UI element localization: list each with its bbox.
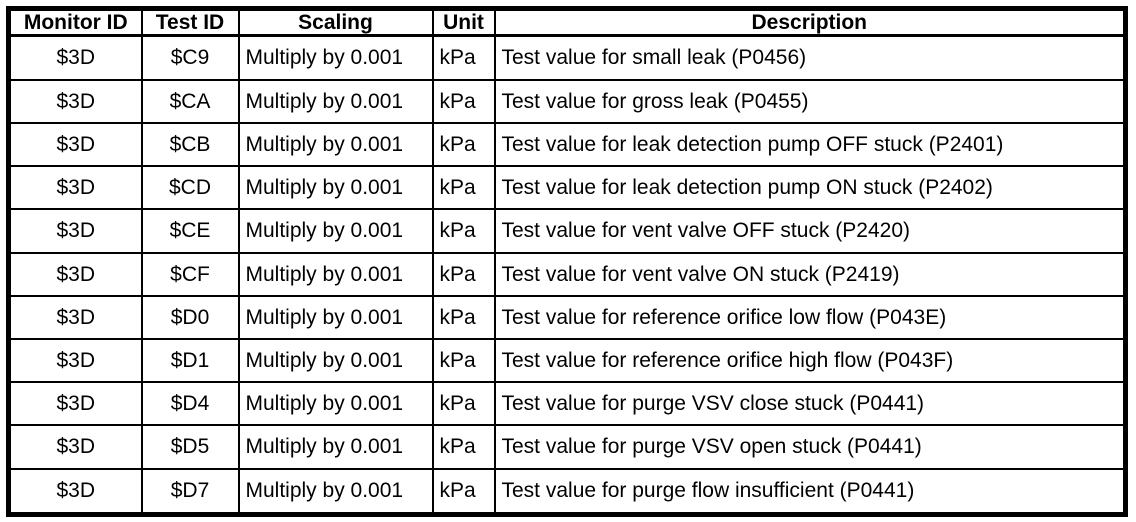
table-body: $3D $C9 Multiply by 0.001 kPa Test value for… — [7, 34, 1127, 516]
cell-scaling: Multiply by 0.001 — [237, 381, 434, 427]
cell-unit: kPa — [431, 121, 496, 168]
cell-unit: kPa — [431, 337, 496, 384]
cell-description: Test value for vent valve ON stuck (P241… — [493, 251, 1127, 297]
cell-unit: kPa — [431, 251, 496, 297]
cell-test-id: $D4 — [140, 381, 240, 427]
cell-unit: kPa — [431, 78, 496, 124]
cell-monitor-id: $3D — [7, 381, 143, 427]
cell-description: Test value for reference orifice low flo… — [493, 294, 1127, 340]
cell-scaling: Multiply by 0.001 — [237, 34, 434, 81]
cell-description: Test value for vent valve OFF stuck (P24… — [493, 208, 1127, 254]
cell-monitor-id: $3D — [7, 294, 143, 340]
cell-scaling: Multiply by 0.001 — [237, 78, 434, 124]
table-row: $3D $D0 Multiply by 0.001 kPa Test value for… — [7, 294, 1127, 340]
cell-scaling: Multiply by 0.001 — [237, 251, 434, 297]
cell-description: Test value for purge VSV close stuck (P0… — [493, 381, 1127, 427]
cell-scaling: Multiply by 0.001 — [237, 337, 434, 384]
table-row: $3D $CD Multiply by 0.001 kPa Test value for… — [7, 165, 1127, 211]
cell-unit: kPa — [431, 208, 496, 254]
monitor-test-id-scaling-table: Monitor ID Test ID Scaling Unit Description … — [6, 6, 1128, 517]
cell-monitor-id: $3D — [7, 251, 143, 297]
cell-test-id: $CB — [140, 121, 240, 168]
cell-unit: kPa — [431, 467, 496, 516]
table-row: $3D $D1 Multiply by 0.001 kPa Test value for… — [7, 337, 1127, 384]
table-row: $3D $D7 Multiply by 0.001 kPa Test value for… — [7, 467, 1127, 516]
cell-monitor-id: $3D — [7, 424, 143, 470]
cell-description: Test value for purge flow insufficient (… — [493, 467, 1127, 516]
cell-test-id: $D1 — [140, 337, 240, 384]
cell-scaling: Multiply by 0.001 — [237, 121, 434, 168]
cell-scaling: Multiply by 0.001 — [237, 208, 434, 254]
cell-test-id: $CE — [140, 208, 240, 254]
table-row: $3D $CB Multiply by 0.001 kPa Test value for… — [7, 121, 1127, 168]
cell-monitor-id: $3D — [7, 467, 143, 516]
cell-unit: kPa — [431, 381, 496, 427]
header-cell-unit: Unit — [431, 7, 496, 38]
cell-test-id: $D5 — [140, 424, 240, 470]
cell-test-id: $CA — [140, 78, 240, 124]
header-row: Monitor ID Test ID Scaling Unit Description — [7, 7, 1127, 38]
cell-scaling: Multiply by 0.001 — [237, 165, 434, 211]
header-cell-monitor-id: Monitor ID — [7, 7, 143, 38]
header-cell-description: Description — [493, 7, 1127, 38]
cell-description: Test value for leak detection pump ON st… — [493, 165, 1127, 211]
cell-test-id: $D0 — [140, 294, 240, 340]
cell-monitor-id: $3D — [7, 78, 143, 124]
cell-unit: kPa — [431, 424, 496, 470]
cell-unit: kPa — [431, 294, 496, 340]
table-row: $3D $C9 Multiply by 0.001 kPa Test value for… — [7, 34, 1127, 81]
cell-description: Test value for small leak (P0456) — [493, 34, 1127, 81]
cell-scaling: Multiply by 0.001 — [237, 294, 434, 340]
cell-scaling: Multiply by 0.001 — [237, 424, 434, 470]
cell-monitor-id: $3D — [7, 165, 143, 211]
header-cell-test-id: Test ID — [140, 7, 240, 38]
cell-description: Test value for reference orifice high fl… — [493, 337, 1127, 384]
cell-description: Test value for gross leak (P0455) — [493, 78, 1127, 124]
cell-test-id: $C9 — [140, 34, 240, 81]
table-row: $3D $D4 Multiply by 0.001 kPa Test value for… — [7, 381, 1127, 427]
cell-test-id: $CD — [140, 165, 240, 211]
cell-description: Test value for purge VSV open stuck (P04… — [493, 424, 1127, 470]
table-row: $3D $CA Multiply by 0.001 kPa Test value for… — [7, 78, 1127, 124]
cell-monitor-id: $3D — [7, 337, 143, 384]
cell-unit: kPa — [431, 34, 496, 81]
cell-scaling: Multiply by 0.001 — [237, 467, 434, 516]
table-row: $3D $CE Multiply by 0.001 kPa Test value for… — [7, 208, 1127, 254]
cell-monitor-id: $3D — [7, 121, 143, 168]
cell-unit: kPa — [431, 165, 496, 211]
cell-test-id: $CF — [140, 251, 240, 297]
table-row: $3D $D5 Multiply by 0.001 kPa Test value for… — [7, 424, 1127, 470]
cell-monitor-id: $3D — [7, 208, 143, 254]
cell-description: Test value for leak detection pump OFF s… — [493, 121, 1127, 168]
table-row: $3D $CF Multiply by 0.001 kPa Test value for… — [7, 251, 1127, 297]
header-cell-scaling: Scaling — [237, 7, 434, 38]
cell-test-id: $D7 — [140, 467, 240, 516]
cell-monitor-id: $3D — [7, 34, 143, 81]
